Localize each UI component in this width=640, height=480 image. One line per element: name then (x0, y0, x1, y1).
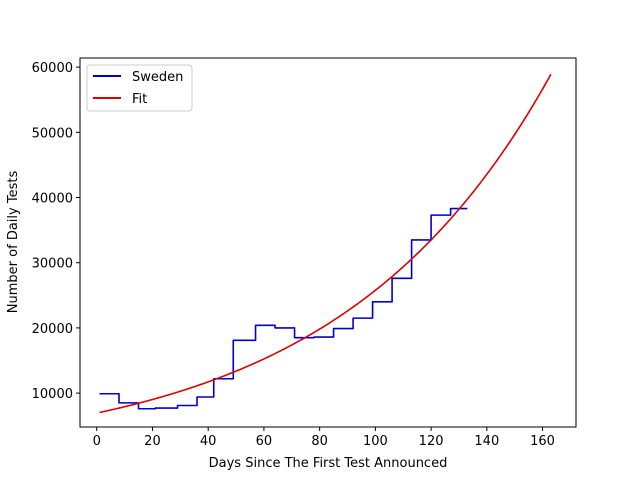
series-line-sweden (99, 207, 468, 410)
plot-frame (79, 57, 577, 428)
x-tick-label: 20 (144, 434, 161, 449)
legend-label-sweden: Sweden (132, 70, 183, 85)
series-layer (99, 73, 552, 414)
x-axis-label: Days Since The First Test Announced (209, 456, 448, 471)
x-tick-label: 100 (363, 434, 388, 449)
x-tick-label: 120 (419, 434, 444, 449)
y-axis-ticks: 10000 20000 30000 40000 50000 60000 (32, 61, 80, 402)
y-axis-label: Number of Daily Tests (6, 171, 21, 314)
legend-label-fit: Fit (132, 92, 147, 107)
series-line-fit (99, 73, 552, 414)
x-tick-label: 60 (256, 434, 273, 449)
x-tick-label: 40 (200, 434, 217, 449)
x-tick-label: 0 (93, 434, 101, 449)
x-axis-ticks: 0 20 40 60 80 100 120 140 160 (93, 427, 555, 449)
y-tick-label: 40000 (32, 192, 73, 207)
x-tick-label: 140 (474, 434, 499, 449)
x-tick-label: 160 (530, 434, 555, 449)
legend: Sweden Fit (86, 64, 193, 112)
y-tick-label: 50000 (32, 126, 73, 141)
x-tick-label: 80 (311, 434, 328, 449)
y-tick-label: 20000 (32, 322, 73, 337)
y-tick-label: 30000 (32, 257, 73, 272)
y-tick-label: 60000 (32, 61, 73, 76)
y-tick-label: 10000 (32, 387, 73, 402)
